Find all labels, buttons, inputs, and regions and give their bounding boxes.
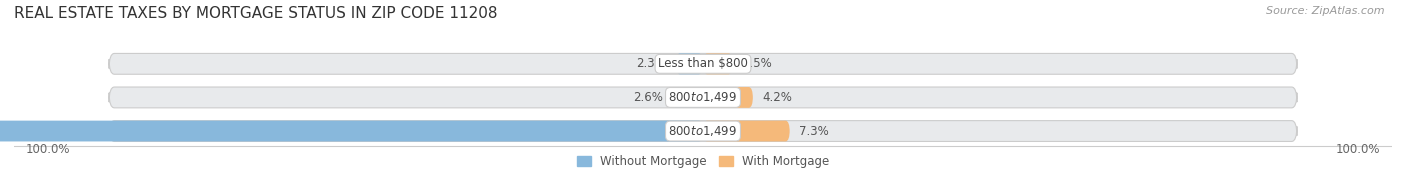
Text: $800 to $1,499: $800 to $1,499 [668,124,738,138]
Text: 2.6%: 2.6% [633,91,662,104]
Text: 2.3%: 2.3% [637,57,666,70]
Text: 7.3%: 7.3% [799,124,830,138]
Text: REAL ESTATE TAXES BY MORTGAGE STATUS IN ZIP CODE 11208: REAL ESTATE TAXES BY MORTGAGE STATUS IN … [14,6,498,21]
FancyBboxPatch shape [676,54,703,74]
Text: $800 to $1,499: $800 to $1,499 [668,90,738,104]
FancyBboxPatch shape [110,54,1296,74]
Text: 2.5%: 2.5% [742,57,772,70]
Legend: Without Mortgage, With Mortgage: Without Mortgage, With Mortgage [576,155,830,168]
Text: Source: ZipAtlas.com: Source: ZipAtlas.com [1267,6,1385,16]
FancyBboxPatch shape [672,87,703,108]
Text: 100.0%: 100.0% [25,143,70,156]
FancyBboxPatch shape [110,121,1296,142]
Text: 4.2%: 4.2% [762,91,792,104]
FancyBboxPatch shape [0,121,703,142]
FancyBboxPatch shape [703,87,752,108]
FancyBboxPatch shape [110,87,1296,108]
Text: 100.0%: 100.0% [1336,143,1381,156]
FancyBboxPatch shape [703,54,733,74]
Text: Less than $800: Less than $800 [658,57,748,70]
FancyBboxPatch shape [703,121,790,142]
